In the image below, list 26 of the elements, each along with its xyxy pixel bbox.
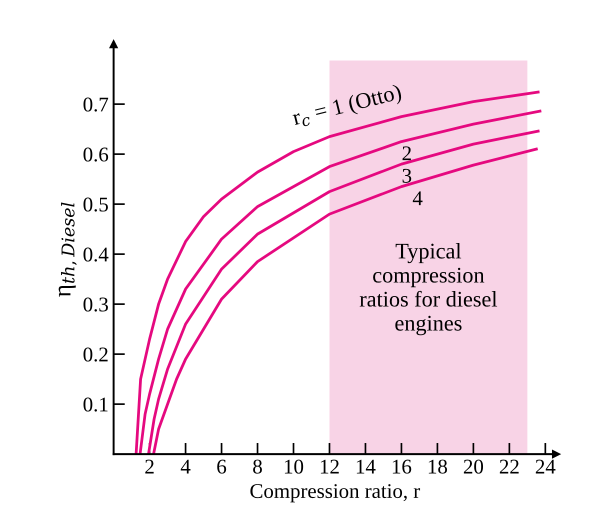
x-tick-label: 12 — [320, 460, 339, 474]
y-tick-label: 0.5 — [84, 197, 108, 212]
series-label: 2 — [402, 146, 411, 160]
y-tick-label: 0.7 — [84, 97, 108, 112]
y-tick-label: 0.1 — [84, 398, 108, 412]
x-tick-label: 16 — [392, 460, 412, 474]
y-tick-label: 0.6 — [84, 147, 108, 162]
x-tick-label: 24 — [536, 460, 556, 474]
x-tick-label: 8 — [253, 460, 262, 474]
y-tick-label: 0.3 — [84, 297, 108, 312]
x-tick-label: 18 — [428, 460, 448, 474]
x-axis-title: Compression ratio, r — [250, 484, 420, 502]
x-tick-label: 10 — [284, 460, 304, 474]
x-tick-label: 2 — [145, 460, 154, 474]
x-tick-label: 20 — [464, 460, 484, 474]
x-tick-label: 4 — [180, 460, 190, 474]
y-axis-title: η$_{th,Diesel}$ — [58, 202, 77, 297]
y-tick-label: 0.2 — [84, 347, 108, 362]
band-label: Typical compression ratios for diesel engines — [360, 242, 498, 336]
x-tick-label: 14 — [356, 460, 376, 474]
text: r$_{c}$ = 1 (Otto) — [291, 83, 404, 130]
series-label: 4 — [412, 191, 423, 206]
x-tick-label: 6 — [217, 460, 226, 474]
series-label: 3 — [402, 168, 412, 183]
x-tick-label: 22 — [500, 460, 519, 474]
y-tick-label: 0.4 — [84, 247, 108, 262]
